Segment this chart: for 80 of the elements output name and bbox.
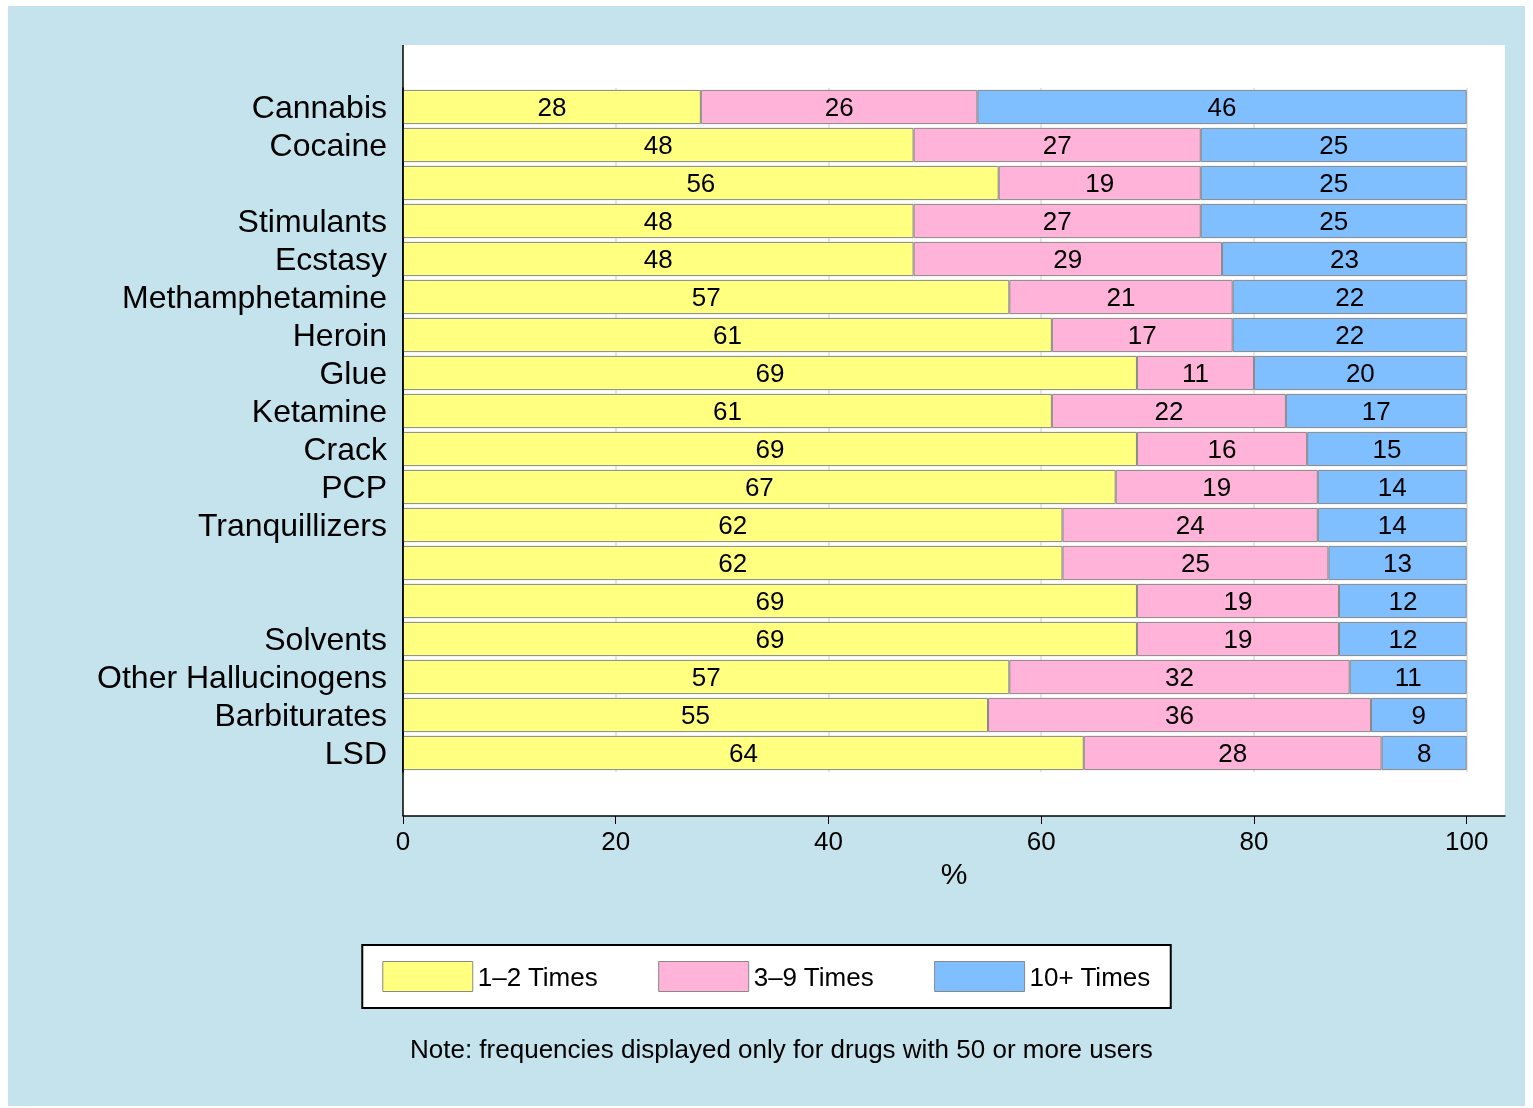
data-label: 19 [1223, 624, 1253, 654]
text: Note: frequencies displayed only for drugs with 50 or more users [410, 1034, 1153, 1064]
data-label: 17 [1127, 320, 1157, 350]
data-label: 28 [537, 92, 567, 122]
data-label: 69 [755, 586, 785, 616]
data-label: 19 [1202, 472, 1232, 502]
data-label: 8 [1416, 738, 1432, 768]
data-label: 11 [1181, 358, 1209, 388]
data-label: 22 [1154, 396, 1184, 426]
y-tick-label: Tranquillizers [197, 507, 387, 543]
data-label: 12 [1388, 624, 1418, 654]
data-label: 19 [1085, 168, 1115, 198]
data-label: 27 [1042, 206, 1072, 236]
data-label: 16 [1207, 434, 1237, 464]
y-tick-label: Cannabis [251, 89, 387, 125]
data-label: 48 [643, 206, 673, 236]
data-label: 62 [718, 548, 748, 578]
data-label: 32 [1165, 662, 1194, 692]
x-tick-label: 0 [395, 826, 411, 856]
data-label: 13 [1383, 548, 1413, 578]
data-label: 56 [686, 168, 716, 198]
y-tick-label: Stimulants [237, 203, 387, 239]
x-tick-label: 60 [1026, 826, 1056, 856]
legend-label: 1–2 Times [477, 961, 598, 992]
data-label: 64 [728, 738, 758, 768]
data-label: 23 [1329, 244, 1359, 274]
data-label: 69 [755, 434, 785, 464]
data-label: 17 [1361, 396, 1391, 426]
data-label: 29 [1053, 244, 1083, 274]
x-tick-label: 100 [1445, 826, 1489, 856]
data-label: 19 [1223, 586, 1253, 616]
y-tick-label: LSD [324, 735, 387, 771]
data-label: 27 [1042, 130, 1072, 160]
data-label: 25 [1319, 206, 1349, 236]
data-label: 61 [712, 320, 742, 350]
data-label: 69 [755, 624, 785, 654]
data-label: 28 [1218, 738, 1248, 768]
y-tick-label: Heroin [292, 317, 387, 353]
data-label: 14 [1377, 472, 1407, 502]
data-label: 26 [824, 92, 854, 122]
data-label: 15 [1372, 434, 1402, 464]
y-tick-label: Solvents [264, 621, 387, 657]
data-label: 12 [1388, 586, 1418, 616]
legend-label: 3–9 Times [753, 961, 874, 992]
data-label: 21 [1106, 282, 1136, 312]
y-tick-label: Methamphetamine [121, 279, 387, 315]
data-label: 14 [1377, 510, 1407, 540]
y-tick-label: Ecstasy [274, 241, 387, 277]
data-label: 25 [1319, 168, 1349, 198]
x-axis-title: % [940, 857, 968, 891]
y-tick-label: Ketamine [251, 393, 387, 429]
data-label: 62 [718, 510, 748, 540]
data-label: 48 [643, 244, 673, 274]
data-label: 67 [744, 472, 774, 502]
data-label: 25 [1319, 130, 1349, 160]
x-tick-label: 20 [601, 826, 631, 856]
data-label: 69 [755, 358, 785, 388]
data-label: 48 [643, 130, 673, 160]
data-label: 11 [1394, 662, 1422, 692]
y-tick-label: Crack [303, 431, 388, 467]
data-label: 22 [1335, 320, 1365, 350]
data-label: 57 [691, 282, 721, 312]
data-label: 25 [1181, 548, 1210, 578]
y-tick-label: Other Hallucinogens [97, 659, 387, 695]
data-label: 22 [1335, 282, 1365, 312]
y-tick-label: Cocaine [269, 127, 387, 163]
data-label: 55 [681, 700, 710, 730]
data-label: 61 [712, 396, 742, 426]
data-label: 57 [691, 662, 721, 692]
data-label: 24 [1175, 510, 1205, 540]
data-label: 20 [1345, 358, 1375, 388]
data-label: 36 [1165, 700, 1194, 730]
y-tick-label: Barbiturates [214, 697, 387, 733]
x-tick-label: 40 [814, 826, 843, 856]
data-label: 46 [1207, 92, 1237, 122]
y-tick-label: Glue [319, 355, 387, 391]
data-label: 9 [1411, 700, 1427, 730]
legend-label: 10+ Times [1029, 961, 1151, 992]
x-tick-label: 80 [1239, 826, 1269, 856]
y-tick-label: PCP [321, 469, 387, 505]
